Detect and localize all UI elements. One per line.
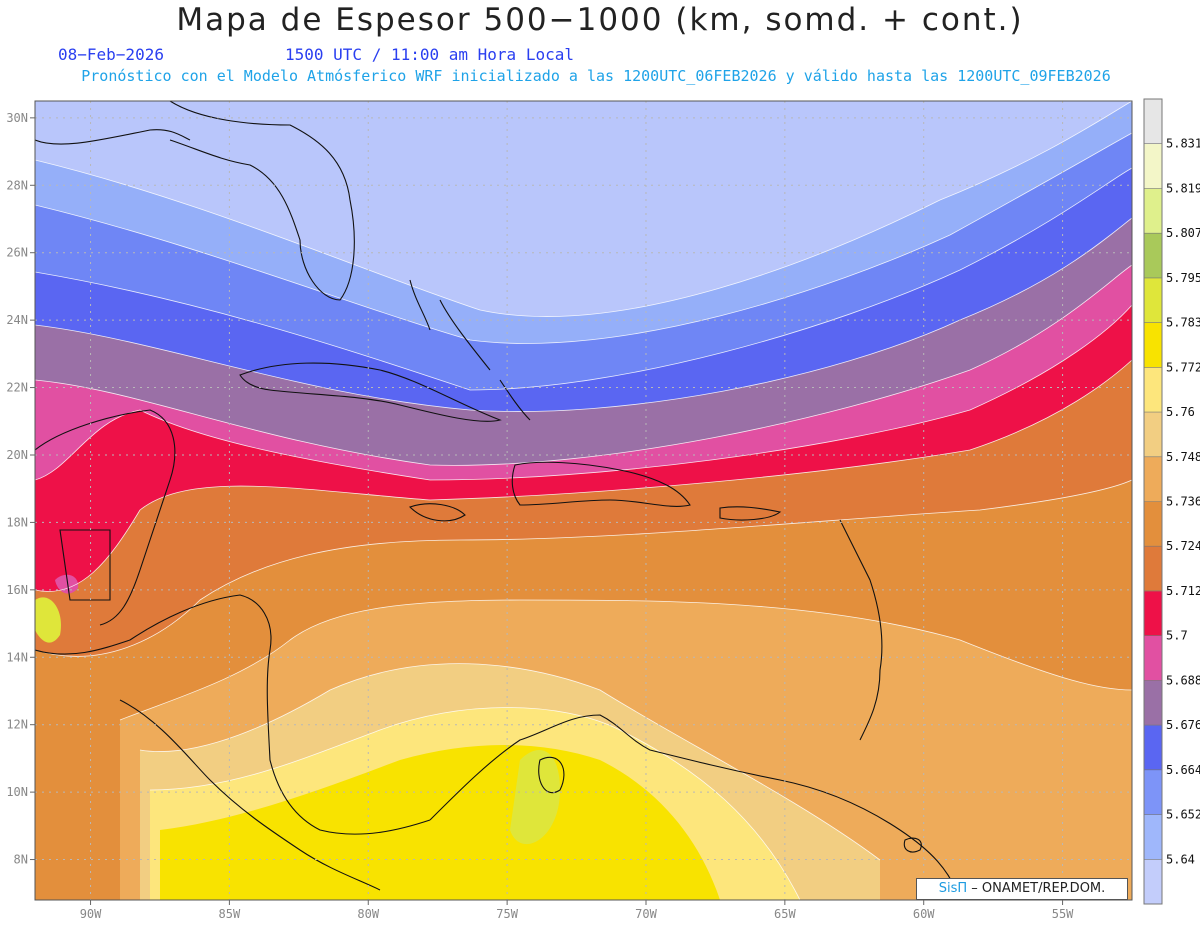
colorbar-label: 5.64 bbox=[1166, 852, 1195, 866]
colorbar-label: 5.783 bbox=[1166, 316, 1200, 330]
colorbar-label: 5.831 bbox=[1166, 137, 1200, 151]
band-5783 bbox=[160, 745, 720, 900]
colorbar-label: 5.688 bbox=[1166, 673, 1200, 687]
thickness-bands bbox=[35, 101, 1132, 900]
colorbar-label: 5.807 bbox=[1166, 226, 1200, 240]
colorbar-bin bbox=[1144, 412, 1162, 458]
lat-tick-label: 24N bbox=[6, 313, 28, 327]
lon-tick-label: 75W bbox=[496, 907, 518, 921]
lat-tick-label: 16N bbox=[6, 583, 28, 597]
lat-tick-label: 22N bbox=[6, 381, 28, 395]
colorbar-label: 5.795 bbox=[1166, 271, 1200, 285]
central-america bbox=[35, 594, 431, 835]
contour-lines bbox=[35, 101, 1132, 900]
colorbar-label: 5.748 bbox=[1166, 450, 1200, 464]
florida-coast bbox=[169, 101, 355, 301]
colorbar-label: 5.76 bbox=[1166, 405, 1195, 419]
map-frame bbox=[34, 100, 1133, 901]
yucatan bbox=[35, 409, 176, 626]
cuba bbox=[239, 362, 502, 422]
colorbar-label: 5.736 bbox=[1166, 495, 1200, 509]
colorbar-bin bbox=[1144, 501, 1162, 547]
lat-tick-label: 26N bbox=[6, 246, 28, 260]
band-5795-patch bbox=[510, 750, 560, 845]
band-5700-cell bbox=[55, 574, 79, 594]
colorbar-bin bbox=[1144, 99, 1162, 145]
lat-tick-label: 14N bbox=[6, 650, 28, 664]
colorbar-label: 5.819 bbox=[1166, 181, 1200, 195]
credit-text: – ONAMET/REP.DOM. bbox=[967, 881, 1106, 896]
lat-tick-label: 20N bbox=[6, 448, 28, 462]
model-subtitle: Pronóstico con el Modelo Atmósferico WRF… bbox=[81, 67, 1111, 85]
forecast-time: 1500 UTC / 11:00 am Hora Local bbox=[285, 45, 574, 64]
lon-tick-label: 80W bbox=[357, 907, 379, 921]
latitude-ticks: 30N 28N 26N 24N 22N 20N 18N 16N 14N 12N 10N 8N bbox=[6, 111, 35, 867]
us-gulf-coast bbox=[35, 129, 191, 145]
puerto-rico bbox=[719, 506, 782, 521]
coastlines bbox=[35, 101, 961, 900]
colorbar-label: 5.664 bbox=[1166, 763, 1200, 777]
colorbar-label: 5.772 bbox=[1166, 360, 1200, 374]
colorbar-bin bbox=[1144, 322, 1162, 368]
pacific-coast bbox=[119, 699, 381, 891]
colorbar-label: 5.712 bbox=[1166, 584, 1200, 598]
belize-border bbox=[59, 529, 111, 601]
colorbar-bin bbox=[1144, 769, 1162, 815]
lat-tick-label: 30N bbox=[6, 111, 28, 125]
lesser-antilles bbox=[839, 519, 883, 741]
colorbar-bin bbox=[1144, 456, 1162, 502]
colorbar-bin bbox=[1144, 814, 1162, 860]
credit-brand: SisΠ bbox=[938, 881, 968, 896]
lat-tick-label: 10N bbox=[6, 785, 28, 799]
colorbar: 5.64 5.652 5.664 5.676 5.688 5.7 5.712 5.724 5.7… bbox=[1143, 98, 1200, 905]
colorbar-bin bbox=[1144, 590, 1162, 636]
colorbar-bin bbox=[1144, 277, 1162, 323]
lon-tick-label: 70W bbox=[635, 907, 657, 921]
colorbar-bin bbox=[1144, 188, 1162, 234]
trinidad bbox=[903, 837, 922, 853]
lat-tick-label: 18N bbox=[6, 515, 28, 529]
colorbar-label: 5.724 bbox=[1166, 539, 1200, 553]
colorbar-bin bbox=[1144, 143, 1162, 189]
lat-tick-label: 12N bbox=[6, 718, 28, 732]
band-5795-patch-west bbox=[35, 597, 61, 643]
lake-maracaibo bbox=[538, 756, 565, 793]
map-title: Mapa de Espesor 500−1000 (km, somd. + co… bbox=[176, 2, 1024, 38]
colorbar-bin bbox=[1144, 546, 1162, 592]
colorbar-bin bbox=[1144, 635, 1162, 681]
lon-tick-label: 90W bbox=[80, 907, 102, 921]
lat-tick-label: 8N bbox=[14, 853, 28, 867]
gridlines bbox=[35, 101, 1132, 900]
colorbar-bin bbox=[1144, 725, 1162, 771]
colorbar-bin bbox=[1144, 233, 1162, 279]
lon-tick-label: 60W bbox=[913, 907, 935, 921]
jamaica bbox=[408, 503, 466, 522]
bahamas bbox=[409, 279, 531, 421]
credit-box: SisΠ – ONAMET/REP.DOM. bbox=[916, 878, 1128, 900]
colorbar-label: 5.676 bbox=[1166, 718, 1200, 732]
south-america-coast bbox=[429, 714, 961, 900]
hispaniola bbox=[511, 461, 691, 507]
colorbar-label: 5.7 bbox=[1166, 629, 1188, 643]
lat-tick-label: 28N bbox=[6, 178, 28, 192]
colorbar-bin bbox=[1144, 367, 1162, 413]
colorbar-bin bbox=[1144, 680, 1162, 726]
lon-tick-label: 65W bbox=[774, 907, 796, 921]
lon-tick-label: 55W bbox=[1052, 907, 1074, 921]
forecast-date: 08−Feb−2026 bbox=[58, 45, 164, 64]
longitude-ticks: 90W 85W 80W 75W 70W 65W 60W 55W bbox=[80, 900, 1074, 921]
colorbar-bin bbox=[1144, 859, 1162, 905]
colorbar-label: 5.652 bbox=[1166, 808, 1200, 822]
lon-tick-label: 85W bbox=[219, 907, 241, 921]
